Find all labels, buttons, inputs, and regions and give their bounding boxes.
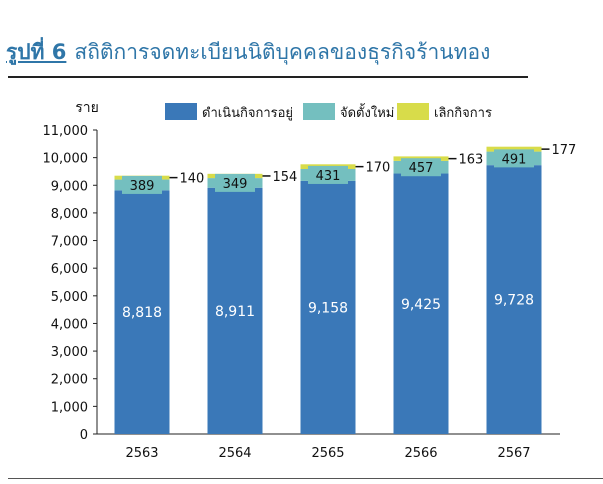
y-tick-label: 8,000 (51, 207, 88, 222)
figure-number: รูปที่ 6 (6, 40, 67, 64)
data-label: 457 (409, 161, 434, 176)
x-tick-label: 2565 (311, 446, 344, 461)
data-label: 349 (223, 177, 248, 192)
bar-segment (207, 187, 263, 434)
x-tick-label: 2567 (497, 446, 530, 461)
data-label-box (494, 149, 534, 168)
data-label: 9,728 (494, 293, 534, 309)
x-tick-label: 2564 (218, 446, 251, 461)
y-tick-label: 2,000 (51, 373, 88, 388)
figure-header: รูปที่ 6 สถิติการจดทะเบียนนิติบุคคลของธุร… (6, 36, 526, 70)
data-label-box (122, 175, 162, 194)
bar-segment (393, 173, 449, 434)
data-label: 431 (316, 169, 341, 184)
data-label: 9,425 (401, 297, 441, 313)
y-tick-label: 10,000 (43, 152, 89, 167)
figure-title: สถิติการจดทะเบียนนิติบุคคลของธุรกิจร้านท… (74, 40, 491, 64)
data-label: 8,818 (122, 305, 162, 321)
data-label: 389 (130, 179, 155, 194)
y-tick-label: 4,000 (51, 317, 88, 332)
bar-segment (486, 146, 542, 152)
data-label-box (308, 165, 348, 184)
data-label: 154 (273, 170, 298, 185)
data-label-box (401, 158, 441, 177)
legend-label: จัดตั้งใหม่ (340, 103, 394, 121)
data-label: 140 (180, 172, 205, 187)
legend-label: ดำเนินกิจการอยู่ (202, 106, 293, 121)
y-tick-label: 9,000 (51, 179, 88, 194)
data-label-box (215, 173, 255, 192)
footer-rule (8, 478, 603, 479)
data-label: 9,158 (308, 300, 348, 316)
legend-swatch (165, 103, 197, 120)
y-tick-label: 7,000 (51, 235, 88, 250)
y-tick-label: 1,000 (51, 400, 88, 415)
legend-label: เลิกกิจการ (434, 106, 492, 121)
data-label: 163 (459, 153, 484, 168)
y-tick-label: 3,000 (51, 345, 88, 360)
bar-segment (486, 165, 542, 435)
y-tick-label: 6,000 (51, 262, 88, 277)
y-tick-label: 5,000 (51, 290, 88, 305)
data-label: 491 (502, 152, 527, 167)
x-tick-label: 2563 (125, 446, 158, 461)
data-label: 177 (552, 143, 577, 158)
y-axis-label: ราย (75, 100, 99, 116)
x-tick-label: 2566 (404, 446, 437, 461)
header-rule (8, 76, 528, 78)
bar-segment (300, 180, 356, 434)
bar-segment (114, 190, 170, 434)
legend-swatch (397, 103, 429, 120)
y-tick-label: 0 (80, 428, 88, 443)
data-label: 170 (366, 161, 391, 176)
y-tick-label: 11,000 (43, 124, 89, 139)
legend-swatch (303, 103, 335, 120)
data-label: 8,911 (215, 304, 255, 320)
